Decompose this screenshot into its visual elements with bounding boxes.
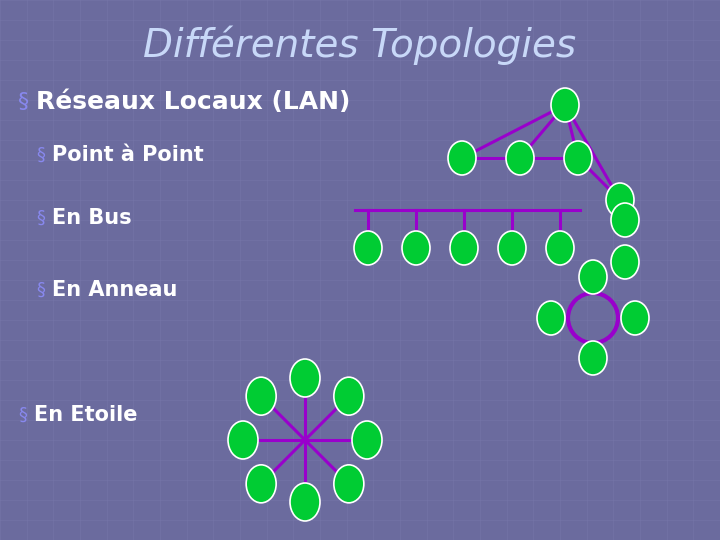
Ellipse shape bbox=[551, 88, 579, 122]
Text: En Anneau: En Anneau bbox=[52, 280, 177, 300]
Ellipse shape bbox=[546, 231, 574, 265]
Ellipse shape bbox=[579, 260, 607, 294]
Text: Différentes Topologies: Différentes Topologies bbox=[143, 25, 577, 65]
Text: §: § bbox=[18, 406, 27, 424]
Ellipse shape bbox=[606, 183, 634, 217]
Text: §: § bbox=[36, 209, 45, 227]
Ellipse shape bbox=[354, 231, 382, 265]
Text: §: § bbox=[18, 92, 29, 112]
Ellipse shape bbox=[352, 421, 382, 459]
Ellipse shape bbox=[246, 465, 276, 503]
Ellipse shape bbox=[450, 231, 478, 265]
Ellipse shape bbox=[506, 141, 534, 175]
Ellipse shape bbox=[246, 377, 276, 415]
Text: §: § bbox=[36, 281, 45, 299]
Ellipse shape bbox=[334, 377, 364, 415]
Text: §: § bbox=[36, 146, 45, 164]
Text: En Etoile: En Etoile bbox=[34, 405, 138, 425]
Ellipse shape bbox=[564, 141, 592, 175]
Ellipse shape bbox=[334, 465, 364, 503]
Ellipse shape bbox=[228, 421, 258, 459]
Text: Point à Point: Point à Point bbox=[52, 145, 204, 165]
Ellipse shape bbox=[290, 359, 320, 397]
Text: En Bus: En Bus bbox=[52, 208, 132, 228]
Ellipse shape bbox=[611, 245, 639, 279]
Ellipse shape bbox=[621, 301, 649, 335]
Ellipse shape bbox=[498, 231, 526, 265]
Ellipse shape bbox=[537, 301, 565, 335]
Text: Réseaux Locaux (LAN): Réseaux Locaux (LAN) bbox=[36, 90, 351, 114]
Ellipse shape bbox=[448, 141, 476, 175]
Ellipse shape bbox=[611, 203, 639, 237]
Ellipse shape bbox=[290, 483, 320, 521]
Ellipse shape bbox=[402, 231, 430, 265]
Ellipse shape bbox=[579, 341, 607, 375]
